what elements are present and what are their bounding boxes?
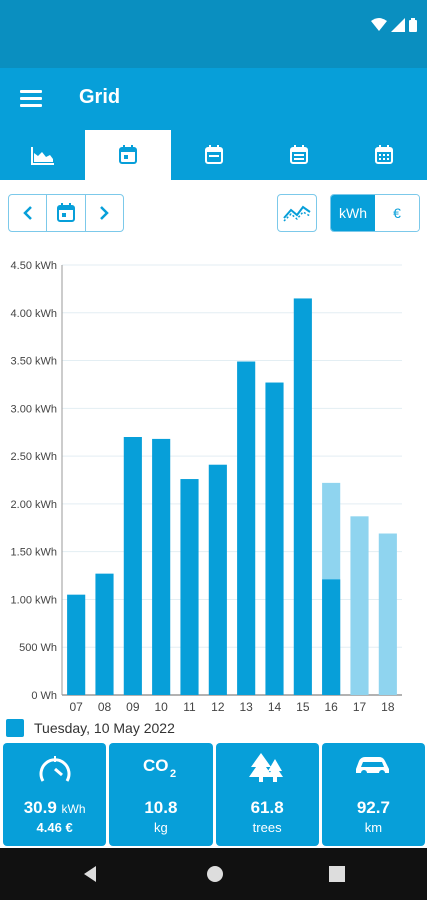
y-tick-label: 2.00 kWh — [11, 499, 57, 511]
chevron-left-icon — [22, 206, 32, 220]
distance-value: 92.7 — [356, 798, 390, 817]
unit-kwh-button[interactable]: kWh — [331, 195, 375, 231]
tab-overview[interactable] — [0, 130, 85, 180]
trees-icon — [249, 753, 284, 782]
tab-year[interactable] — [342, 130, 427, 180]
consumption-bar — [123, 437, 142, 695]
area-chart-icon — [30, 147, 54, 165]
x-tick-label: 17 — [353, 700, 367, 714]
y-tick-label: 1.00 kWh — [11, 594, 57, 606]
week-calendar-icon — [204, 145, 223, 164]
trend-toggle-button[interactable] — [277, 194, 317, 232]
recents-icon[interactable] — [328, 865, 346, 883]
consumption-bar — [208, 464, 227, 695]
chart-toolbar: kWh € — [0, 180, 427, 245]
consumption-bar — [322, 579, 341, 695]
legend-label: Tuesday, 10 May 2022 — [34, 720, 175, 736]
svg-text:CO: CO — [143, 756, 169, 775]
co2-unit: kg — [154, 820, 168, 835]
consumption-bar — [95, 573, 114, 695]
legend-swatch[interactable] — [6, 719, 24, 737]
x-tick-label: 08 — [98, 700, 112, 714]
page-title: Grid — [79, 86, 121, 108]
co2-value: 10.8 — [144, 798, 178, 817]
trees-unit: trees — [252, 820, 282, 835]
energy-unit: kWh — [61, 802, 86, 816]
forecast-bar — [350, 516, 369, 695]
unit-toggle: kWh € — [330, 194, 420, 232]
co2-card[interactable]: CO 2 10.8 kg — [109, 743, 213, 846]
status-bar — [0, 0, 427, 68]
gauge-icon — [39, 756, 71, 782]
tab-month[interactable] — [256, 130, 341, 180]
x-tick-label: 10 — [154, 700, 168, 714]
tab-week[interactable] — [171, 130, 256, 180]
calendar-icon — [56, 203, 75, 222]
x-tick-label: 16 — [324, 700, 338, 714]
home-icon[interactable] — [205, 864, 225, 884]
tab-day[interactable] — [85, 130, 171, 180]
period-tabs — [0, 130, 427, 180]
consumption-bar — [237, 361, 256, 695]
co2-icon: CO 2 — [143, 756, 176, 780]
y-tick-label: 500 Wh — [19, 642, 57, 654]
y-tick-label: 4.50 kWh — [11, 260, 57, 272]
energy-value: 30.9 — [23, 798, 57, 817]
trend-line-icon — [283, 205, 311, 222]
x-tick-label: 13 — [239, 700, 253, 714]
energy-bar-chart: 0 Wh 500 Wh 1.00 kWh 1.50 kWh 2.00 kWh 2.50 k… — [11, 260, 402, 714]
x-tick-label: 14 — [268, 700, 282, 714]
y-tick-label: 3.50 kWh — [11, 356, 57, 368]
y-tick-label: 0 Wh — [31, 690, 57, 702]
distance-unit: km — [364, 820, 383, 835]
consumption-bar — [152, 438, 171, 695]
unit-euro-button[interactable]: € — [375, 195, 419, 231]
y-tick-label: 2.50 kWh — [11, 451, 57, 463]
consumption-bar — [265, 382, 284, 695]
signal-icon — [391, 18, 405, 32]
month-calendar-icon — [289, 145, 308, 164]
year-calendar-icon — [375, 145, 394, 164]
date-navigator — [8, 194, 124, 232]
y-tick-label: 3.00 kWh — [11, 403, 57, 415]
wifi-icon — [371, 18, 387, 31]
back-icon[interactable] — [80, 864, 100, 884]
consumption-bar — [67, 594, 86, 695]
consumption-bar — [293, 298, 312, 695]
previous-button[interactable] — [9, 195, 46, 231]
car-icon — [356, 757, 390, 776]
app-bar — [0, 68, 427, 130]
summary-cards: 30.9 kWh 4.46 € CO 2 10.8 kg 61.8 trees 9… — [3, 743, 425, 846]
distance-card[interactable]: 92.7 km — [321, 743, 425, 846]
y-tick-label: 1.50 kWh — [11, 547, 57, 559]
x-tick-label: 09 — [126, 700, 140, 714]
energy-cost: 4.46 € — [36, 820, 73, 835]
next-button[interactable] — [84, 195, 123, 231]
day-calendar-icon — [119, 145, 138, 164]
menu-icon[interactable] — [20, 90, 42, 108]
energy-card[interactable]: 30.9 kWh 4.46 € — [3, 743, 107, 846]
x-tick-label: 15 — [296, 700, 310, 714]
chevron-right-icon — [100, 206, 110, 220]
forecast-bar — [378, 533, 397, 695]
battery-icon — [409, 18, 417, 32]
consumption-bar — [180, 479, 199, 695]
trees-card[interactable]: 61.8 trees — [215, 743, 319, 846]
x-tick-label: 11 — [183, 700, 196, 714]
trees-value: 61.8 — [250, 798, 284, 817]
system-navigation-bar — [0, 848, 427, 900]
x-tick-label: 12 — [211, 700, 225, 714]
svg-text:2: 2 — [170, 768, 176, 780]
date-picker-button[interactable] — [46, 195, 84, 231]
chart-legend: Tuesday, 10 May 2022 — [6, 719, 175, 737]
y-tick-label: 4.00 kWh — [11, 308, 57, 320]
x-tick-label: 07 — [69, 700, 83, 714]
x-tick-label: 18 — [381, 700, 395, 714]
